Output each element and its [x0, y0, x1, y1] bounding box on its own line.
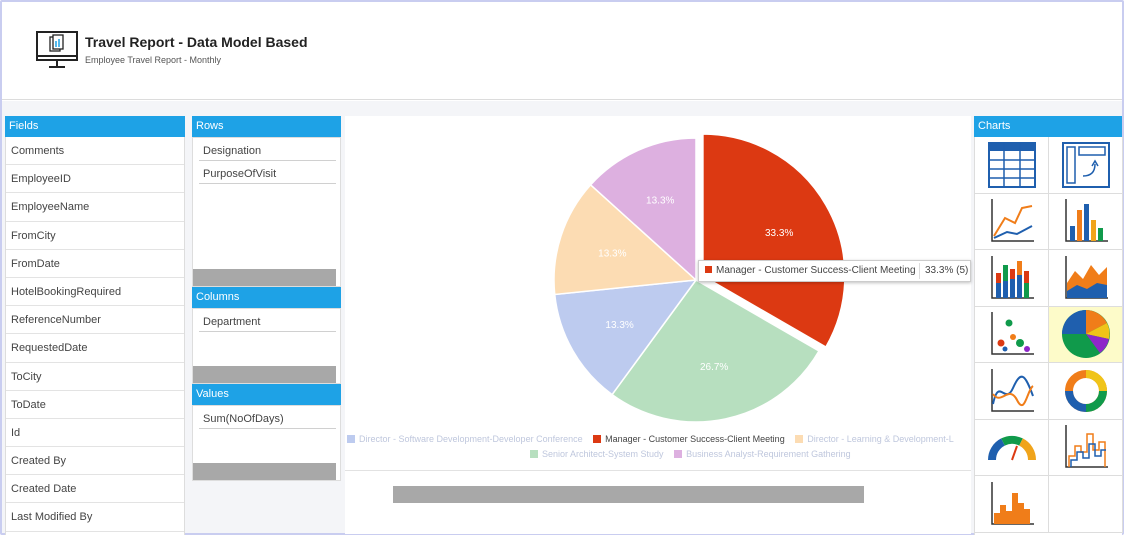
rows-scrollbar[interactable] — [193, 269, 336, 286]
rows-header: Rows — [192, 116, 341, 137]
pie-slice-label: 13.3% — [605, 320, 633, 331]
histogram-chart-option[interactable] — [975, 476, 1049, 533]
field-item[interactable]: Comments — [6, 137, 184, 166]
histogram-icon — [990, 481, 1034, 525]
field-item[interactable]: RequestedDate — [6, 334, 184, 363]
tooltip-label: Manager - Customer Success-Client Meetin… — [716, 265, 916, 276]
field-item[interactable]: EmployeeName — [6, 193, 184, 222]
pie-slice[interactable] — [702, 133, 846, 349]
area-chart-icon — [1064, 255, 1108, 299]
legend-item[interactable]: Senior Architect-System Study — [530, 449, 664, 459]
pie-slice-label: 33.3% — [765, 228, 793, 239]
field-item[interactable]: HotelBookingRequired — [6, 278, 184, 307]
fields-header: Fields — [5, 116, 185, 137]
empty-chart-slot — [1049, 476, 1123, 533]
chart-type-palette — [974, 137, 1123, 535]
gauge-chart-option[interactable] — [975, 419, 1049, 476]
field-item[interactable]: Created Date — [6, 475, 184, 504]
legend-row-2: Senior Architect-System Study Business A… — [530, 449, 930, 459]
spline-chart-option[interactable] — [975, 363, 1049, 420]
field-item[interactable]: ReferenceNumber — [6, 306, 184, 335]
field-item[interactable]: ToDate — [6, 391, 184, 419]
field-item[interactable]: EmployeeID — [6, 165, 184, 194]
pie-slice[interactable] — [611, 279, 821, 423]
donut-chart-icon — [1064, 369, 1107, 412]
pie-slice-label: 26.7% — [700, 362, 728, 373]
charts-header: Charts — [974, 116, 1122, 137]
field-item[interactable]: FromDate — [6, 250, 184, 278]
step-chart-icon — [1064, 425, 1108, 468]
tooltip-swatch — [705, 266, 712, 273]
tooltip-value: 33.3% (5) — [925, 265, 969, 276]
pie-slice-label: 13.3% — [598, 249, 626, 260]
field-item[interactable]: ToCity — [6, 363, 184, 391]
bar-chart-option[interactable] — [1049, 193, 1123, 250]
monitor-report-icon — [36, 31, 78, 68]
column-item-department[interactable]: Department — [199, 313, 336, 332]
pie-slice-label: 13.3% — [646, 196, 674, 207]
columns-scrollbar[interactable] — [193, 366, 336, 383]
area-chart-option[interactable] — [1049, 250, 1123, 307]
field-item[interactable]: Created By — [6, 447, 184, 476]
table-icon — [987, 141, 1036, 188]
scatter-chart-icon — [990, 312, 1034, 355]
row-item-designation[interactable]: Designation — [199, 142, 336, 161]
scatter-chart-option[interactable] — [975, 306, 1049, 363]
page-subtitle: Employee Travel Report - Monthly — [85, 55, 222, 65]
values-scrollbar[interactable] — [193, 463, 336, 480]
line-chart-option[interactable] — [975, 193, 1049, 250]
field-item[interactable]: FromCity — [6, 222, 184, 250]
page-title: Travel Report - Data Model Based — [85, 34, 308, 50]
pie-slice[interactable] — [553, 183, 698, 296]
fields-list: Comments EmployeeID EmployeeName FromCit… — [5, 137, 185, 535]
slice-tooltip: Manager - Customer Success-Client Meetin… — [698, 260, 971, 282]
donut-chart-option[interactable] — [1049, 363, 1123, 420]
line-chart-icon — [990, 199, 1034, 242]
legend-item[interactable]: Manager - Customer Success-Client Meetin… — [593, 434, 785, 444]
row-item-purpose[interactable]: PurposeOfVisit — [199, 165, 336, 184]
bar-chart-icon — [1064, 199, 1108, 242]
field-item[interactable]: Last Modified By — [6, 503, 184, 532]
tooltip-divider — [919, 263, 920, 279]
columns-header: Columns — [192, 287, 341, 308]
grid-table-chart-option[interactable] — [975, 137, 1049, 194]
legend-item[interactable]: Business Analyst-Requirement Gathering — [674, 449, 851, 459]
pie-chart-icon — [1061, 310, 1110, 359]
pie-slice[interactable] — [589, 137, 697, 282]
horizontal-scrollbar[interactable] — [393, 486, 864, 503]
stacked-bar-icon — [990, 255, 1034, 299]
pivot-table-chart-option[interactable] — [1049, 137, 1123, 194]
spline-chart-icon — [990, 368, 1034, 412]
values-header: Values — [192, 384, 341, 405]
report-header: Travel Report - Data Model Based Employe… — [2, 2, 1122, 100]
stacked-bar-chart-option[interactable] — [975, 250, 1049, 307]
pie-slice[interactable] — [553, 279, 698, 396]
rows-drop-zone[interactable]: Designation PurposeOfVisit — [192, 137, 341, 287]
legend-item[interactable]: Director - Learning & Development-L — [795, 434, 954, 444]
field-item[interactable]: Id — [6, 419, 184, 448]
pie-chart-option[interactable] — [1049, 306, 1123, 363]
pivot-icon — [1061, 141, 1110, 188]
value-item-sum[interactable]: Sum(NoOfDays) — [199, 410, 336, 429]
pie-chart: 33.3% 26.7% 13.3% 13.3% 13.3% — [553, 133, 846, 423]
gauge-chart-icon — [987, 436, 1036, 461]
divider — [345, 470, 971, 471]
chart-preview: 33.3% 26.7% 13.3% 13.3% 13.3% — [345, 116, 971, 534]
step-chart-option[interactable] — [1049, 419, 1123, 476]
legend-row-1: Director - Software Development-Develope… — [347, 434, 969, 444]
legend-item[interactable]: Director - Software Development-Develope… — [347, 434, 583, 444]
